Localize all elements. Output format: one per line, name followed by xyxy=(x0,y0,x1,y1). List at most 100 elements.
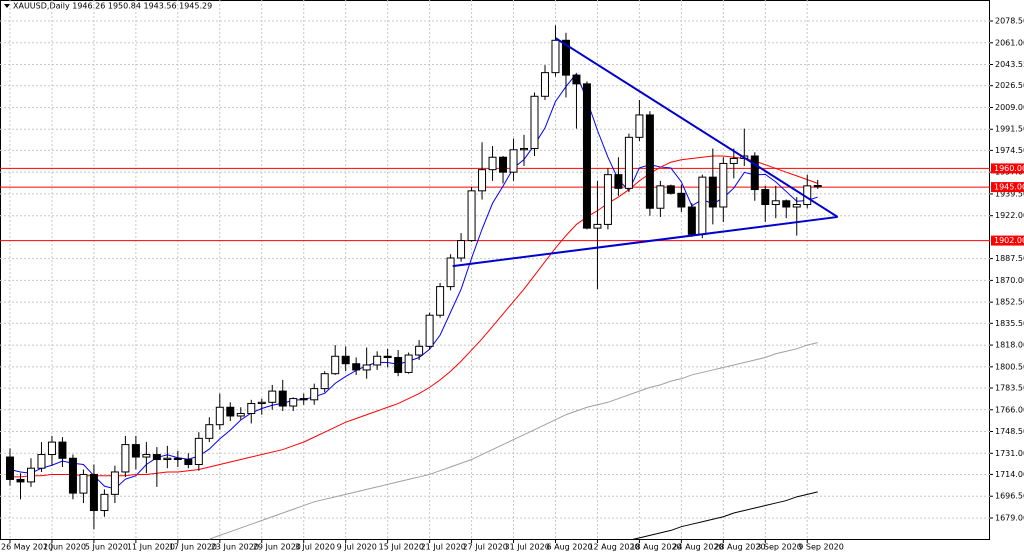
x-tick-label: 24 Aug 2020 xyxy=(672,543,723,552)
candle-body xyxy=(16,478,25,483)
candle-body xyxy=(603,174,612,225)
moving-average xyxy=(10,155,818,478)
y-tick-label: 1679.00 xyxy=(995,513,1024,522)
x-tick-label: 11 Jun 2020 xyxy=(127,543,175,552)
level-tag xyxy=(991,235,1024,246)
candle-body xyxy=(79,473,88,494)
x-tick-label: 12 Aug 2020 xyxy=(588,543,639,552)
y-tick-label: 1748.50 xyxy=(995,427,1024,436)
y-tick-label: 1870.00 xyxy=(995,276,1024,285)
y-tick-label: 1922.00 xyxy=(995,211,1024,220)
candle-body xyxy=(247,403,256,414)
candle-body xyxy=(656,185,665,209)
x-tick-label: 23 Jun 2020 xyxy=(211,543,259,552)
candle-body xyxy=(446,257,455,288)
candle-body xyxy=(509,149,518,173)
y-tick-label: 2026.50 xyxy=(995,81,1024,90)
candle-body xyxy=(215,406,224,426)
candle-body xyxy=(205,424,214,439)
x-tick-label: 9 Jul 2020 xyxy=(337,543,377,552)
moving-average xyxy=(628,491,818,540)
level-label: 1902.00 xyxy=(994,236,1024,245)
candle-body xyxy=(47,441,56,456)
x-tick-label: 6 Aug 2020 xyxy=(546,543,592,552)
x-tick-label: 5 Jun 2020 xyxy=(85,543,128,552)
level-label: 1960.00 xyxy=(994,164,1024,173)
candle-body xyxy=(58,441,67,459)
y-tick-label: 2078.50 xyxy=(995,17,1024,26)
y-tick-label: 1731.00 xyxy=(995,449,1024,458)
candle-body xyxy=(415,345,424,356)
candle-body xyxy=(268,390,277,403)
candle-body xyxy=(561,39,570,76)
candle-body xyxy=(362,364,371,371)
candle-body xyxy=(184,459,193,465)
candle-body xyxy=(404,354,413,373)
candle-body xyxy=(478,169,487,192)
level-tag xyxy=(991,163,1024,174)
x-tick-label: 31 Jul 2020 xyxy=(505,543,550,552)
y-tick-label: 1818.00 xyxy=(995,341,1024,350)
x-tick-label: 29 Jun 2020 xyxy=(253,543,301,552)
menu-arrow xyxy=(4,4,10,8)
x-tick-label: 3 Jul 2020 xyxy=(295,543,335,552)
candle-body xyxy=(750,155,759,191)
x-tick-label: 15 Jul 2020 xyxy=(379,543,424,552)
candle-body xyxy=(540,72,549,97)
candle-body xyxy=(719,162,728,208)
x-tick-label: 3 Sep 2020 xyxy=(756,543,802,552)
candle-body xyxy=(677,192,686,208)
candle-body xyxy=(687,206,696,235)
y-tick-label: 2043.55 xyxy=(995,60,1024,69)
candle-body xyxy=(341,355,350,365)
candle-body xyxy=(6,456,14,480)
x-tick-label: 9 Sep 2020 xyxy=(798,543,844,552)
candle-body xyxy=(68,457,77,494)
trendline xyxy=(554,37,839,218)
candle-body xyxy=(698,176,707,235)
y-tick-label: 1783.50 xyxy=(995,383,1024,392)
candle-body xyxy=(37,454,46,469)
x-tick-label: 17 Jun 2020 xyxy=(169,543,217,552)
candle-body xyxy=(89,473,98,512)
candle-body xyxy=(131,444,140,458)
candle-body xyxy=(771,200,780,206)
trendline xyxy=(452,215,838,268)
moving-average xyxy=(9,72,818,490)
candle-body xyxy=(645,114,654,209)
y-tick-label: 1714.00 xyxy=(995,470,1024,479)
candle-body xyxy=(226,406,235,417)
candle-body xyxy=(436,286,445,316)
y-tick-label: 1835.50 xyxy=(995,319,1024,328)
candle-body xyxy=(593,223,602,229)
y-tick-label: 1939.50 xyxy=(995,189,1024,198)
candle-body xyxy=(194,437,203,465)
x-tick-label: 27 Jul 2020 xyxy=(463,543,508,552)
candle-body xyxy=(813,185,822,188)
x-tick-label: 1 Jun 2020 xyxy=(43,543,86,552)
y-tick-label: 1800.50 xyxy=(995,362,1024,371)
y-tick-label: 1852.50 xyxy=(995,298,1024,307)
candle-body xyxy=(792,204,801,208)
candle-body xyxy=(708,176,717,208)
y-tick-label: 1766.00 xyxy=(995,405,1024,414)
chart-title: XAUUSD,Daily 1946.26 1950.84 1943.56 194… xyxy=(13,2,212,11)
x-tick-label: 26 May 2020 xyxy=(1,543,53,552)
y-tick-label: 1991.50 xyxy=(995,125,1024,134)
candle-body xyxy=(530,95,539,150)
candle-body xyxy=(331,355,340,375)
x-tick-label: 28 Aug 2020 xyxy=(714,543,765,552)
candle-body xyxy=(729,157,738,164)
candle-body xyxy=(425,314,434,347)
candle-body xyxy=(152,454,161,461)
candle-body xyxy=(383,355,392,359)
y-tick-label: 1974.50 xyxy=(995,146,1024,155)
candle-body xyxy=(320,373,329,390)
candle-body xyxy=(614,174,623,189)
candle-body xyxy=(100,493,109,512)
candle-body xyxy=(520,148,529,151)
candle-body xyxy=(142,454,151,458)
candle-body xyxy=(457,240,466,259)
